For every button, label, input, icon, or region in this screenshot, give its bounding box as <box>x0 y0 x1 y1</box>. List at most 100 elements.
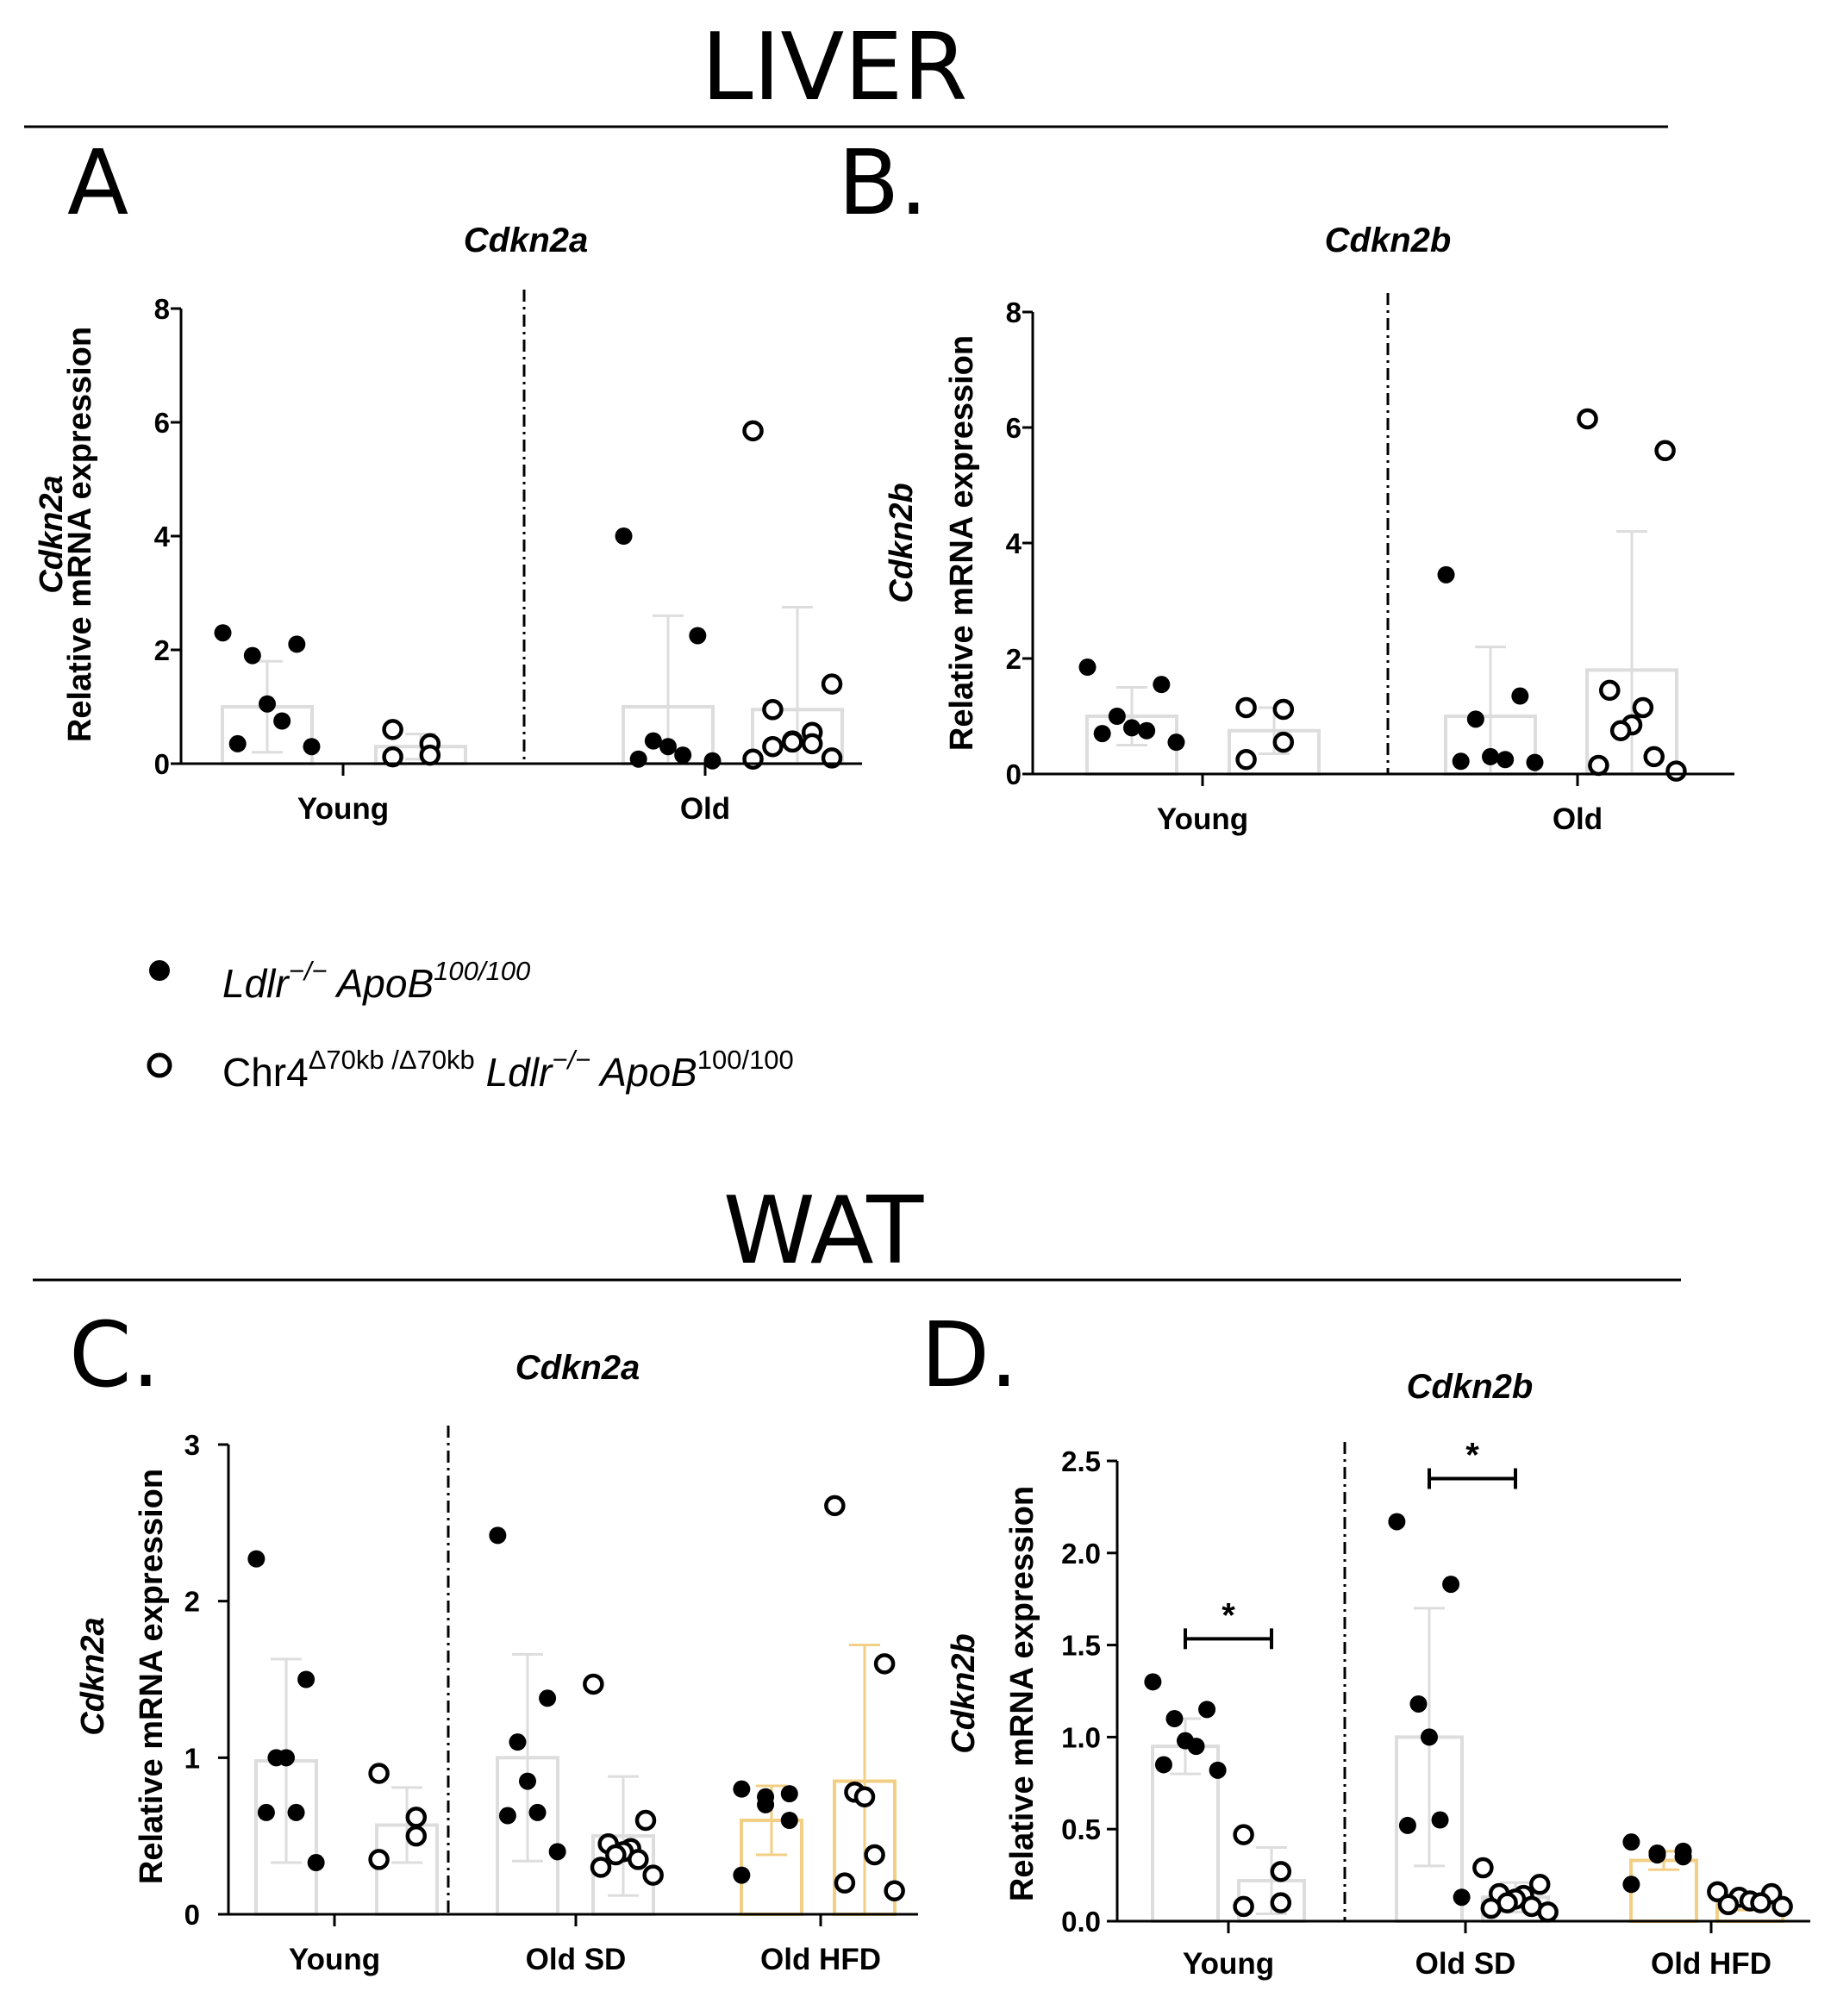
data-point-open <box>1609 720 1632 741</box>
data-point-open <box>605 1844 627 1866</box>
data-point-filled <box>303 738 321 756</box>
y-tick-label: 4 <box>1006 527 1022 559</box>
y-axis-gene-label: Cdkn2a <box>75 1617 111 1735</box>
data-point-filled <box>1511 687 1529 705</box>
data-point-filled <box>1198 1701 1216 1719</box>
data-point-open <box>1717 1894 1740 1916</box>
data-point-open <box>1480 1897 1503 1919</box>
y-axis-label: Relative mRNA expression <box>134 1469 170 1884</box>
legend-text-part: 100/100 <box>697 1045 794 1075</box>
y-tick-label: 6 <box>1006 412 1022 444</box>
data-point-filled <box>629 750 647 768</box>
data-point-filled <box>1482 747 1499 765</box>
data-point-open <box>824 1495 846 1517</box>
data-point-filled <box>1622 1876 1640 1894</box>
data-point-filled <box>615 527 633 545</box>
data-point-filled <box>528 1803 547 1821</box>
data-point-filled <box>1123 719 1140 737</box>
data-point-open <box>368 1763 390 1784</box>
data-point-filled <box>1209 1761 1227 1779</box>
y-axis-label: Relative mRNA expression <box>944 335 980 751</box>
data-point-filled <box>1154 1756 1172 1774</box>
data-point-filled <box>1431 1811 1449 1829</box>
data-point-open <box>583 1673 604 1695</box>
data-point-filled <box>278 1749 295 1767</box>
data-point-filled <box>674 746 692 765</box>
data-point-open <box>1599 679 1621 702</box>
data-point-open <box>821 673 843 695</box>
data-point-open <box>382 746 403 768</box>
data-point-filled <box>1388 1513 1406 1531</box>
significance-star: * <box>1222 1596 1235 1634</box>
data-point-open <box>884 1880 905 1901</box>
data-point-filled <box>539 1689 557 1707</box>
data-point-filled <box>1442 1576 1460 1594</box>
data-point-open <box>1235 749 1257 771</box>
data-point-open <box>628 1849 649 1870</box>
legend: Ldlr−/− ApoB100/100 Chr4Δ70kb /Δ70kb Ldl… <box>147 956 794 1095</box>
data-point-filled <box>644 732 662 750</box>
x-category-label: Young <box>289 1943 380 1976</box>
data-point-open <box>1537 1901 1559 1923</box>
data-point-filled <box>1648 1846 1666 1864</box>
legend-marker-open <box>147 1052 172 1078</box>
y-tick-label: 0 <box>184 1899 200 1931</box>
data-point-open <box>782 731 803 753</box>
panel-letter-c: C. <box>69 1302 160 1407</box>
legend-label-ldlr-apob: Ldlr−/− ApoB100/100 <box>222 956 530 1006</box>
x-category-label: Old SD <box>526 1943 627 1976</box>
data-point-open <box>405 1807 428 1828</box>
data-point-open <box>821 747 843 769</box>
data-point-filled <box>733 1780 751 1798</box>
data-point-filled <box>1496 751 1515 769</box>
y-tick-label: 4 <box>154 521 171 552</box>
data-point-open <box>1771 1895 1793 1918</box>
data-point-filled <box>509 1733 527 1751</box>
x-category-label: Young <box>297 792 389 826</box>
data-point-filled <box>689 627 707 645</box>
data-point-open <box>1270 1892 1292 1913</box>
data-point-open <box>1654 440 1676 462</box>
x-category-label: Old <box>1553 802 1603 836</box>
data-point-filled <box>1466 710 1484 728</box>
data-point-filled <box>519 1772 536 1790</box>
data-point-filled <box>214 624 232 642</box>
y-tick-label: 0.5 <box>1061 1813 1101 1845</box>
y-tick-label: 2 <box>154 634 170 666</box>
x-category-label: Young <box>1183 1947 1274 1981</box>
data-point-filled <box>1421 1728 1438 1746</box>
y-tick-label: 3 <box>184 1429 200 1461</box>
chart-title: Cdkn2a <box>515 1349 640 1387</box>
y-axis-gene-label: Cdkn2a <box>34 475 70 593</box>
chart-wat-cdkn2a: Cdkn2a Relative mRNA expression Cdkn2a 0 1 2 3… <box>75 1349 918 1976</box>
x-category-label: Old <box>680 792 730 826</box>
data-point-filled <box>1453 1888 1471 1907</box>
y-tick-label: 0 <box>1006 758 1022 790</box>
y-tick-label: 8 <box>154 293 170 325</box>
chart-liver-cdkn2b: Cdkn2b Relative mRNA expression Cdkn2b 0 2 4 6… <box>884 222 1734 836</box>
y-tick-label: 1.0 <box>1061 1721 1101 1753</box>
data-point-open <box>382 719 403 740</box>
legend-text-part: Ldlr <box>222 961 290 1006</box>
wat-section-title: WAT <box>723 1177 924 1285</box>
data-point-filled <box>733 1866 751 1884</box>
data-point-filled <box>288 635 306 653</box>
legend-marker-filled <box>149 960 170 981</box>
y-tick-label: 2 <box>184 1586 200 1618</box>
x-category-label: Old HFD <box>1651 1947 1771 1981</box>
data-point-filled <box>1093 725 1111 743</box>
data-point-filled <box>1622 1833 1640 1851</box>
legend-text-part: −/− <box>552 1045 590 1075</box>
data-point-filled <box>1452 752 1470 771</box>
legend-text-part: 100/100 <box>434 956 530 986</box>
chart-title: Cdkn2b <box>1325 222 1452 259</box>
data-point-open <box>634 1809 657 1832</box>
panel-letter-b: B. <box>838 130 928 235</box>
y-axis-label: Relative mRNA expression <box>1004 1486 1040 1901</box>
legend-text-part: Ldlr <box>475 1050 553 1095</box>
legend-text-part: −/− <box>289 956 328 986</box>
legend-text-part: ApoB <box>328 961 434 1006</box>
data-point-open <box>1643 746 1665 768</box>
